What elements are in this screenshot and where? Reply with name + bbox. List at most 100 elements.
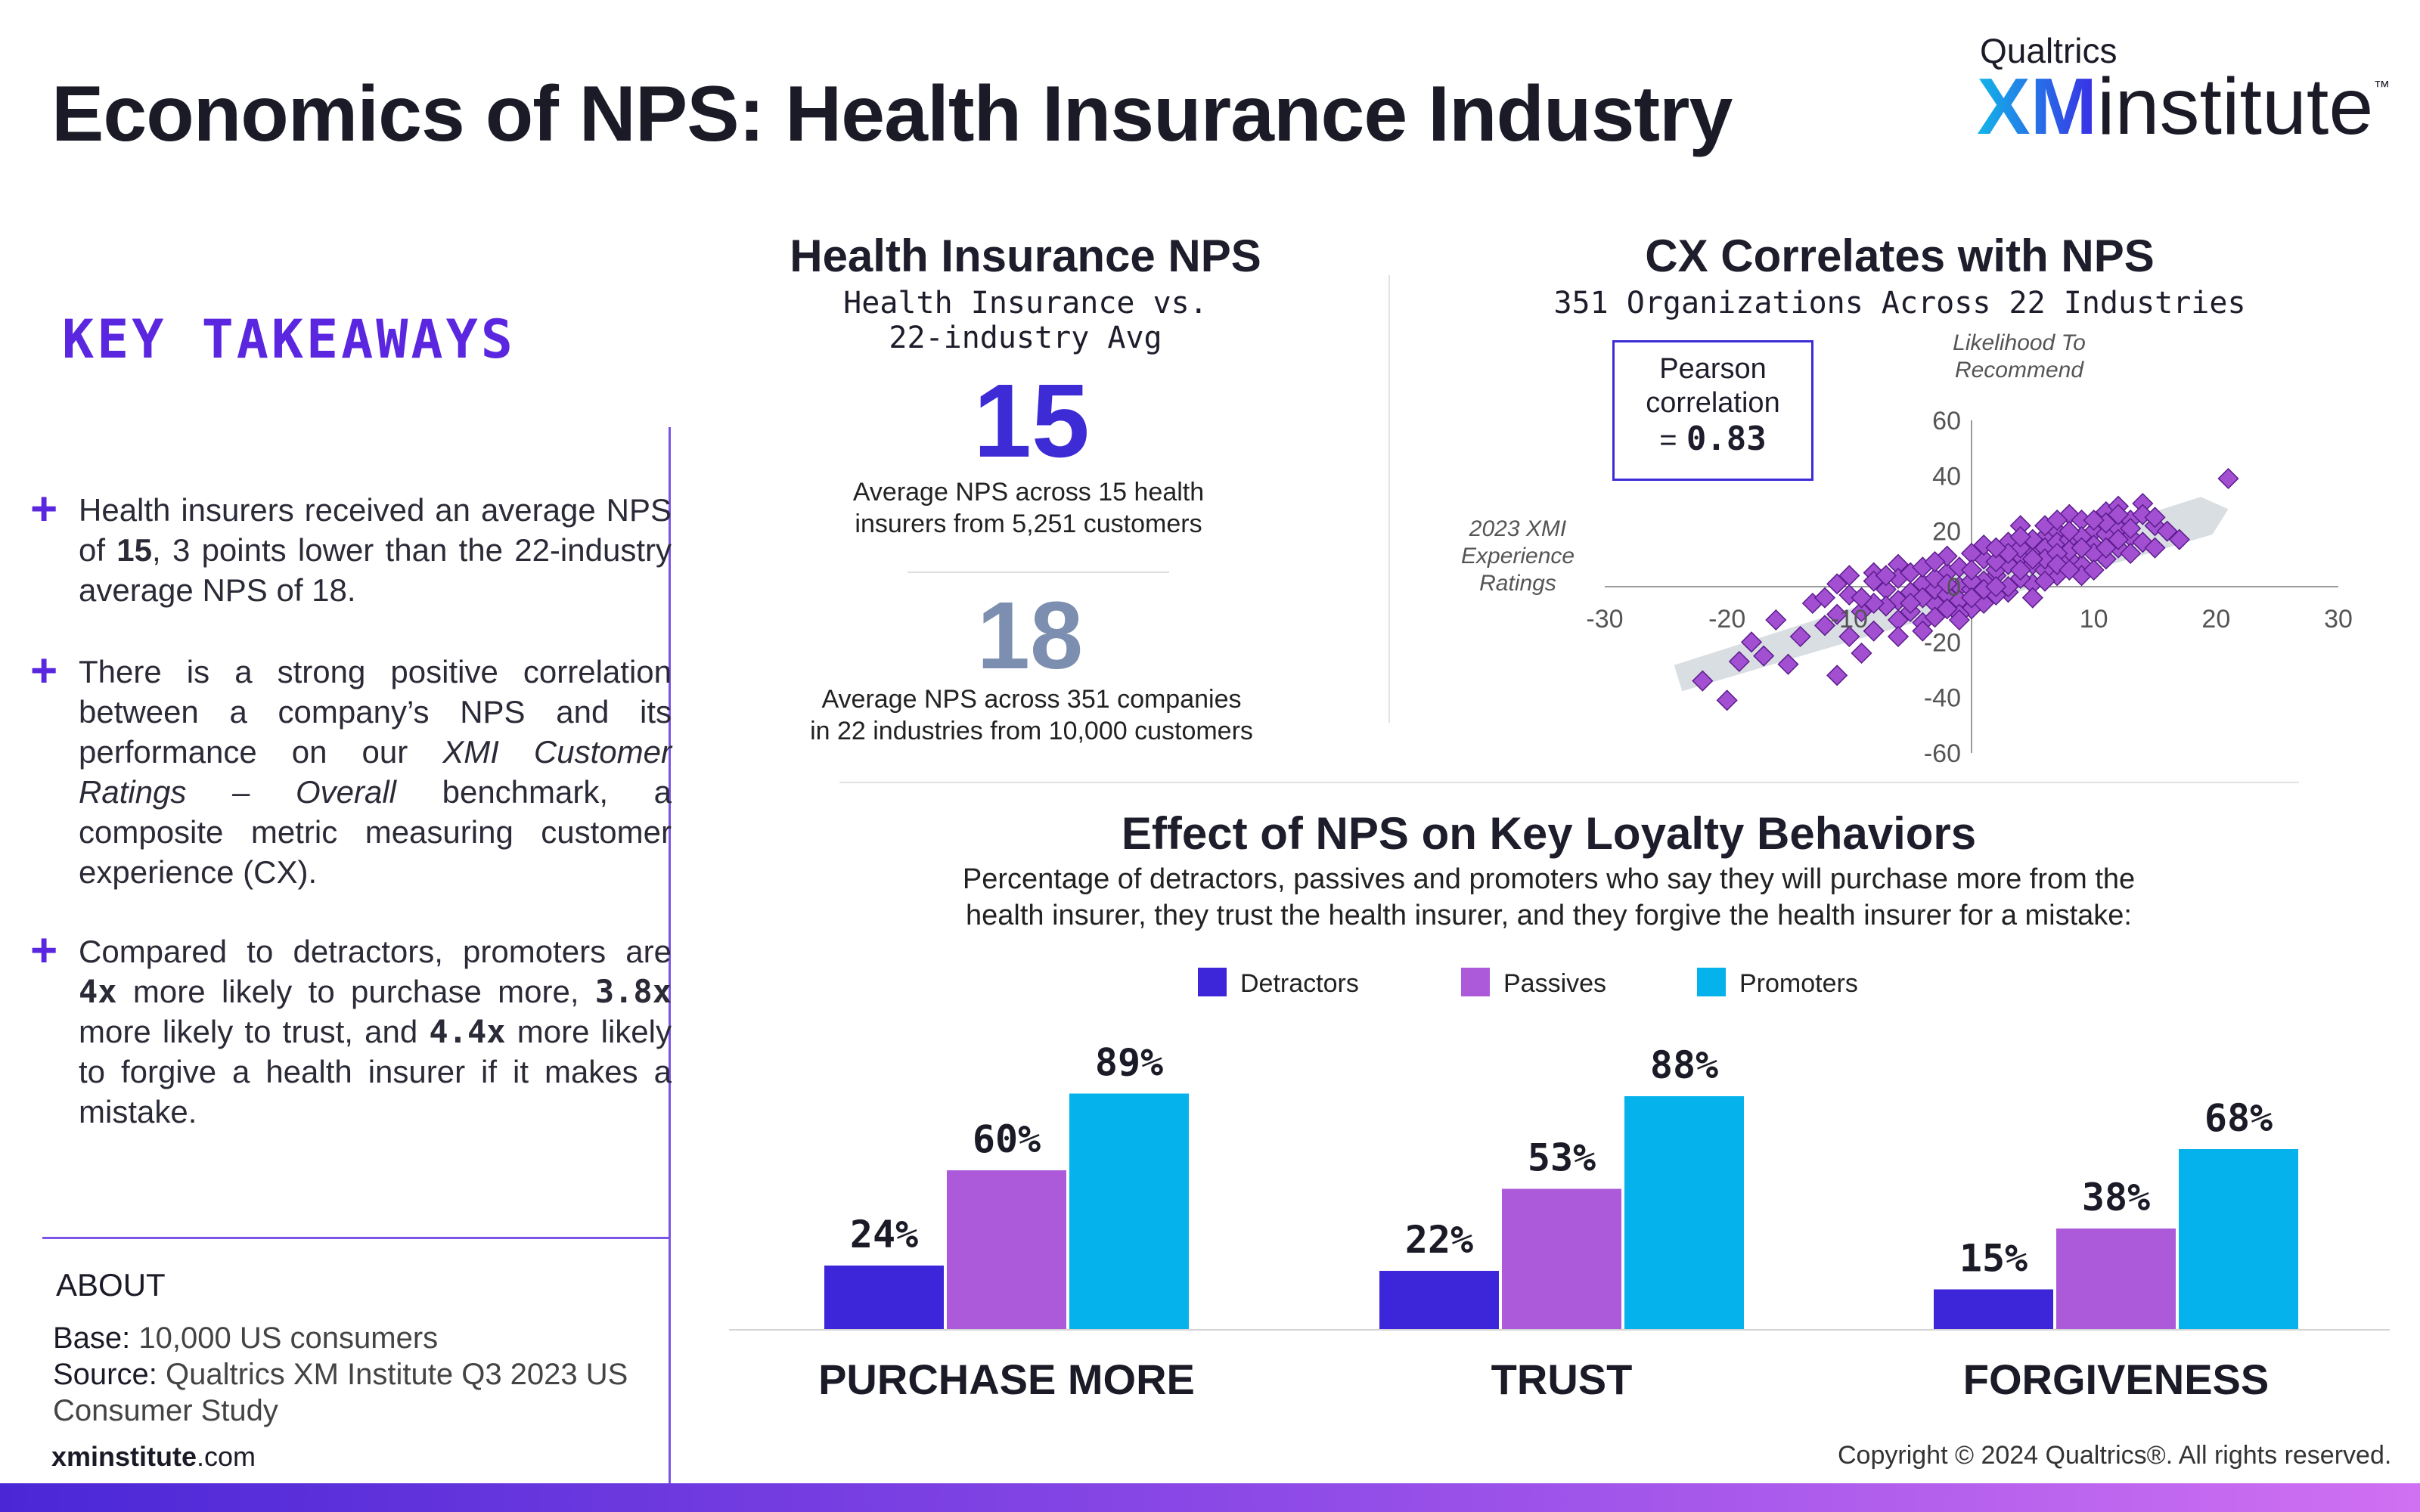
scatter-point: [2021, 587, 2043, 609]
scatter-y-axis-label: 2023 XMI Experience Ratings: [1461, 516, 1575, 596]
about-divider: [42, 1237, 670, 1239]
y-tick-label: -60: [1924, 739, 1961, 768]
logo-institute: institute: [2097, 62, 2374, 151]
logo-qualtrics-text: Qualtrics: [1980, 31, 2118, 70]
pearson-equals: =: [1659, 423, 1677, 457]
y-tick-label: 20: [1932, 518, 1961, 547]
loyalty-subtitle-1: Percentage of detractors, passives and p…: [962, 863, 2136, 895]
x-tick-label: 20: [2201, 605, 2230, 634]
bar-value-label: 68%: [2204, 1096, 2273, 1140]
scatter-point: [1740, 631, 1763, 653]
scatter-point: [2034, 570, 2056, 592]
scatter-point: [1912, 620, 1934, 642]
left-panel-divider: [669, 427, 671, 1486]
scatter-point: [2083, 559, 2105, 581]
category-label: FORGIVENESS: [1963, 1356, 2270, 1403]
legend-swatch-detractors: [1198, 968, 1227, 996]
x-tick-label: 10: [2080, 605, 2108, 634]
scatter-point: [1851, 587, 1872, 609]
bar-passives: [1502, 1188, 1621, 1329]
cx-panel-title: CX Correlates with NPS: [1645, 231, 2155, 281]
scatter-point: [2168, 528, 2190, 550]
scatter-point: [2095, 537, 2117, 559]
about-source-cont: Consumer Study: [53, 1394, 278, 1427]
scatter-point: [2071, 537, 2093, 559]
scatter-point: [2059, 559, 2080, 581]
site-link[interactable]: xminstitute.com: [51, 1441, 256, 1473]
bar-value-label: 22%: [1405, 1218, 1473, 1262]
copyright-text: Copyright © 2024 Qualtrics®. All rights …: [1838, 1441, 2392, 1470]
pearson-value-line: = 0.83: [1615, 420, 1811, 458]
panel-vertical-separator: [1388, 275, 1390, 723]
scatter-x-axis-label: Likelihood To Recommend: [1953, 330, 2086, 383]
logo-trademark: ™: [2373, 77, 2391, 96]
scatter-point: [1826, 603, 1848, 625]
nps-panel-title: Health Insurance NPS: [790, 231, 1261, 281]
about-source-value: Qualtrics XM Institute Q3 2023 US: [157, 1358, 628, 1391]
about-base-label: Base:: [53, 1321, 131, 1355]
scatter-point: [1851, 600, 1872, 623]
plus-icon: +: [30, 483, 58, 535]
scatter-point: [2083, 509, 2105, 531]
takeaway-text-3: Compared to detractors, promoters are 4x…: [79, 934, 672, 1129]
legend-swatch-passives: [1461, 968, 1490, 996]
scatter-point: [2144, 537, 2166, 559]
cx-panel-subtitle: 351 Organizations Across 22 Industries: [1553, 286, 2246, 321]
scatter-point: [1813, 587, 1836, 609]
scatter-point: [1960, 559, 1983, 581]
scatter-point: [2120, 542, 2142, 565]
health-insurance-nps-value: 15: [973, 363, 1090, 479]
scatter-point: [1863, 620, 1885, 642]
scatter-point: [1887, 625, 1910, 648]
key-takeaways-title: KEY TAKEAWAYS: [62, 308, 516, 370]
site-link-bold: xminstitute: [51, 1441, 197, 1472]
pearson-value: 0.83: [1686, 420, 1767, 458]
scatter-point: [1777, 653, 1799, 675]
pearson-correlation-box: Pearson correlation = 0.83: [1612, 340, 1813, 481]
legend-passives: Passives: [1461, 968, 1606, 999]
plus-icon: +: [30, 645, 58, 697]
category-label: PURCHASE MORE: [818, 1356, 1195, 1403]
bar-value-label: 89%: [1095, 1041, 1163, 1085]
scatter-point: [1728, 650, 1750, 673]
scatter-point: [2217, 467, 2239, 490]
scatter-point: [2107, 528, 2130, 550]
scatter-point: [1826, 573, 1848, 595]
nps-description-1: Average NPS across 15 health: [852, 478, 1205, 507]
bar-value-label: 15%: [1959, 1237, 2028, 1281]
about-base: Base: 10,000 US consumers: [53, 1321, 438, 1356]
y-tick-label: 40: [1932, 462, 1961, 491]
bar-passives: [947, 1170, 1066, 1329]
bar-passives: [2056, 1228, 2176, 1329]
scatter-point: [2144, 507, 2166, 528]
scatter-point: [1924, 606, 1946, 628]
scatter-point: [1985, 575, 2007, 598]
scatter-point: [1985, 550, 2007, 573]
scatter-point: [1753, 645, 1775, 667]
cx-nps-scatter-chart: -30 -20 -10 10 20 30 -60 -40 -20 0 20 40 60: [1586, 407, 2352, 768]
scatter-point: [2156, 520, 2178, 542]
loyalty-subtitle-2: health insurer, they trust the health in…: [966, 900, 2132, 931]
bar-value-label: 60%: [973, 1117, 1041, 1161]
scatter-point: [1838, 625, 1860, 648]
bar-value-label: 53%: [1528, 1136, 1596, 1180]
bar-value-label: 88%: [1650, 1043, 1718, 1087]
bar-promoters: [1069, 1093, 1189, 1329]
about-base-value: 10,000 US consumers: [130, 1321, 439, 1355]
about-source: Source: Qualtrics XM Institute Q3 2023 U…: [53, 1358, 628, 1392]
loyalty-panel-title: Effect of NPS on Key Loyalty Behaviors: [1121, 808, 1977, 859]
scatter-point: [2059, 520, 2080, 542]
scatter-point: [1936, 598, 1958, 620]
scatter-point: [2009, 525, 2031, 548]
scatter-point: [1716, 689, 1738, 711]
scatter-point: [1851, 642, 1872, 665]
bar-detractors: [824, 1266, 944, 1329]
bottom-gradient-bar: [0, 1483, 2420, 1512]
legend-detractors: Detractors: [1198, 968, 1359, 999]
scatter-point: [1936, 573, 1958, 595]
scatter-point: [1789, 625, 1811, 648]
bar-promoters: [2179, 1149, 2298, 1329]
avg-description-2: in 22 industries from 10,000 customers: [810, 717, 1253, 745]
category-label: TRUST: [1491, 1356, 1633, 1403]
scatter-point: [1692, 670, 1714, 692]
